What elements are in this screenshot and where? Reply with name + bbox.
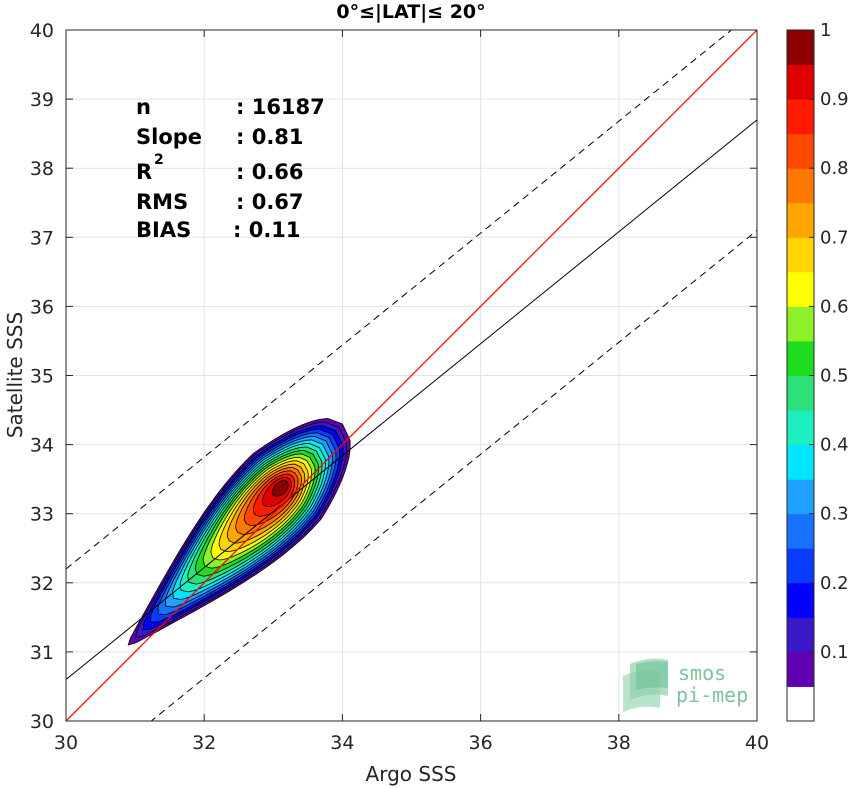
- stat-slope-label: Slope: [136, 125, 202, 149]
- colorbar-segment: [787, 410, 814, 446]
- colorbar-segment: [787, 168, 814, 204]
- x-tick-label: 30: [54, 732, 78, 754]
- colorbar-tick-label: 0.5: [820, 366, 849, 387]
- colorbar-tick-label: 0.1: [820, 642, 849, 663]
- x-tick-label: 32: [192, 732, 216, 754]
- colorbar-segment: [787, 306, 814, 342]
- y-tick-label: 30: [30, 711, 54, 733]
- density-contour-level: [272, 480, 289, 497]
- y-tick-label: 40: [30, 20, 54, 42]
- colorbar-segment: [787, 686, 814, 722]
- y-tick-label: 33: [30, 504, 54, 526]
- stat-bias-value: : 0.11: [233, 218, 301, 242]
- colorbar-tick-label: 0.9: [820, 89, 849, 110]
- colorbar-tick-label: 0.7: [820, 227, 849, 248]
- stats-box: n : 16187 Slope : 0.81 R 2 : 0.66 RMS : …: [136, 95, 325, 242]
- stat-slope-value: : 0.81: [236, 125, 304, 149]
- colorbar-tick-label: 0.3: [820, 504, 849, 525]
- x-tick-label: 34: [330, 732, 354, 754]
- colorbar: [787, 30, 814, 722]
- colorbar-tick-label: 0.4: [820, 435, 849, 456]
- colorbar-tick-label: 0.8: [820, 158, 849, 179]
- regression-line: [66, 119, 757, 680]
- logo-text-pimep: pi-mep: [676, 683, 748, 707]
- colorbar-segment: [787, 64, 814, 100]
- colorbar-segment: [787, 651, 814, 687]
- y-tick-label: 36: [30, 296, 54, 318]
- y-tick-label: 38: [30, 158, 54, 180]
- colorbar-segment: [787, 340, 814, 376]
- colorbar-segment: [787, 548, 814, 584]
- x-tick-label: 40: [745, 732, 769, 754]
- reference-lines: [66, 30, 757, 721]
- colorbar-segment: [787, 237, 814, 273]
- colorbar-segment: [787, 479, 814, 515]
- logo-graphic: [623, 658, 668, 712]
- identity-line: [66, 30, 757, 721]
- y-tick-label: 39: [30, 89, 54, 111]
- stat-rms-value: : 0.67: [236, 190, 304, 214]
- colorbar-segment: [787, 133, 814, 169]
- density-contours: [127, 417, 351, 646]
- colorbar-segment: [787, 271, 814, 307]
- error-bound-line: [150, 230, 757, 721]
- stat-rms-label: RMS: [136, 190, 188, 214]
- x-axis-ticks: 30 32 34 36 38 40: [54, 30, 769, 754]
- stat-n-label: n: [136, 95, 151, 119]
- x-axis-label: Argo SSS: [366, 762, 457, 786]
- colorbar-tick-label: 0.6: [820, 296, 849, 317]
- chart-title: 0°≤|LAT|≤ 20°: [336, 1, 485, 23]
- stat-n-value: : 16187: [236, 95, 325, 119]
- colorbar-segment: [787, 30, 814, 66]
- colorbar-segment: [787, 375, 814, 411]
- stat-r2-superscript: 2: [154, 152, 164, 168]
- colorbar-tick-label: 1: [820, 20, 831, 41]
- y-tick-label: 32: [30, 573, 54, 595]
- y-axis-ticks: 30 31 32 33 34 35 36 37 38 39 40: [30, 20, 757, 733]
- stat-r2-label: R: [136, 160, 152, 184]
- colorbar-segment: [787, 582, 814, 618]
- colorbar-segment: [787, 513, 814, 549]
- error-bound-line: [66, 30, 733, 570]
- colorbar-tick-label: 0.2: [820, 573, 849, 594]
- colorbar-segment: [787, 444, 814, 480]
- colorbar-segment: [787, 617, 814, 653]
- y-tick-label: 31: [30, 642, 54, 664]
- colorbar-segment: [787, 99, 814, 135]
- colorbar-segment: [787, 202, 814, 238]
- y-tick-label: 37: [30, 227, 54, 249]
- x-tick-label: 38: [607, 732, 631, 754]
- logo-text-smos: smos: [678, 661, 726, 685]
- stat-bias-label: BIAS: [136, 218, 191, 242]
- stat-r2-value: : 0.66: [236, 160, 304, 184]
- x-tick-label: 36: [469, 732, 493, 754]
- y-tick-label: 34: [30, 435, 54, 457]
- y-tick-label: 35: [30, 366, 54, 388]
- y-axis-label: Satellite SSS: [3, 312, 27, 438]
- colorbar-ticks: 0.1 0.2 0.3 0.4 0.5 0.6 0.7 0.8 0.9 1: [809, 20, 849, 663]
- smos-pimep-logo: smos pi-mep: [623, 658, 748, 712]
